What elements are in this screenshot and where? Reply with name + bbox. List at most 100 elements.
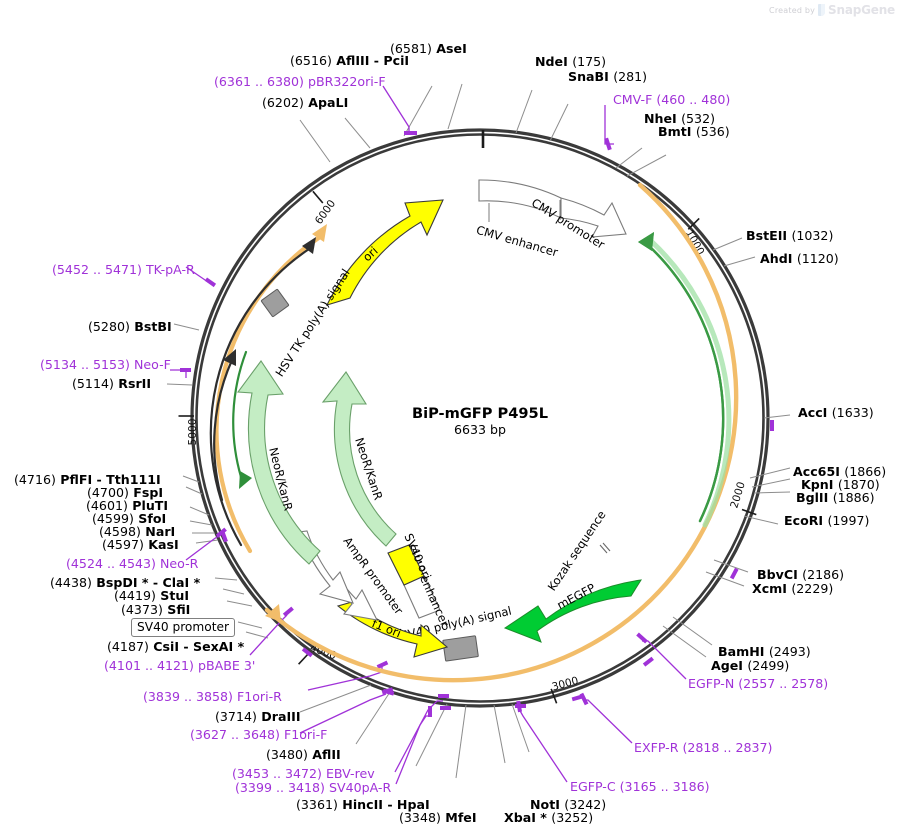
label-ageI[interactable]: AgeI (2499) bbox=[711, 659, 789, 673]
feature-hsv-tk-polya[interactable]: HSV TK poly(A) signal bbox=[260, 266, 353, 379]
label-kpnI[interactable]: KpnI (1870) bbox=[801, 478, 880, 492]
label-ecoRI[interactable]: EcoRI (1997) bbox=[784, 514, 869, 528]
label-accI[interactable]: AccI (1633) bbox=[798, 406, 874, 420]
label-kasI[interactable]: (4597) KasI bbox=[102, 538, 179, 552]
label-apaLI[interactable]: (6202) ApaLI bbox=[262, 96, 348, 110]
label-pos: (2229) bbox=[791, 581, 834, 596]
label-narI[interactable]: (4598) NarI bbox=[99, 525, 175, 539]
label-name: AhdI bbox=[760, 251, 793, 266]
label-pos: (6202) bbox=[262, 95, 304, 110]
snapgene-watermark: Created by SnapGene bbox=[769, 3, 895, 17]
label-egfp-c[interactable]: EGFP-C (3165 .. 3186) bbox=[570, 780, 710, 794]
label-pflFI-tth111I[interactable]: (4716) PflFI - Tth111I bbox=[14, 473, 161, 487]
label-bmtI[interactable]: BmtI (536) bbox=[658, 125, 730, 139]
label-name: BbvCI bbox=[757, 567, 798, 582]
label-pos: (3399 .. 3418) bbox=[235, 780, 325, 795]
feature-label-kozak: Kozak sequence bbox=[545, 508, 609, 593]
label-bglII[interactable]: BglII (1886) bbox=[796, 491, 875, 505]
label-name: HincII - HpaI bbox=[342, 797, 430, 812]
label-pos: (3361) bbox=[296, 797, 338, 812]
label-name: CsiI - SexAI * bbox=[153, 639, 245, 654]
label-snaBI[interactable]: SnaBI (281) bbox=[568, 70, 647, 84]
label-name: F1ori-F bbox=[283, 727, 328, 742]
label-aseI[interactable]: (6581) AseI bbox=[390, 42, 467, 56]
label-name: RsrII bbox=[118, 376, 152, 391]
label-ndeI[interactable]: NdeI (175) bbox=[535, 55, 606, 69]
label-name: EGFP-C bbox=[570, 779, 616, 794]
label-pos: (3839 .. 3858) bbox=[143, 689, 233, 704]
label-name: AflIII - PciI bbox=[336, 53, 410, 68]
label-stuI[interactable]: (4419) StuI bbox=[114, 589, 189, 603]
label-hincII-hpaI[interactable]: (3361) HincII - HpaI bbox=[296, 798, 430, 812]
label-rsrII[interactable]: (5114) RsrII bbox=[72, 377, 151, 391]
label-pos: (4524 .. 4543) bbox=[66, 556, 156, 571]
label-draIII[interactable]: (3714) DraIII bbox=[215, 710, 301, 724]
label-sv40-promoter-box[interactable]: SV40 promoter bbox=[131, 618, 236, 637]
label-aflII[interactable]: (3480) AflII bbox=[266, 748, 341, 762]
label-acc65I[interactable]: Acc65I (1866) bbox=[793, 465, 886, 479]
label-pos: (1870) bbox=[837, 477, 880, 492]
label-ahdI[interactable]: AhdI (1120) bbox=[760, 252, 839, 266]
label-cmv-f[interactable]: CMV-F (460 .. 480) bbox=[613, 93, 730, 107]
label-name: MfeI bbox=[445, 810, 477, 825]
label-bbvCI[interactable]: BbvCI (2186) bbox=[757, 568, 844, 582]
label-pos: (3252) bbox=[551, 810, 594, 825]
label-name: AccI bbox=[798, 405, 828, 420]
label-bstEII[interactable]: BstEII (1032) bbox=[746, 229, 833, 243]
label-exfp-r[interactable]: EXFP-R (2818 .. 2837) bbox=[634, 741, 772, 755]
label-pos: (3480) bbox=[266, 747, 308, 762]
label-pos: (2557 .. 2578) bbox=[738, 676, 829, 691]
label-neo-r[interactable]: (4524 .. 4543) Neo-R bbox=[66, 557, 198, 571]
label-bamHI[interactable]: BamHI (2493) bbox=[718, 645, 811, 659]
label-mfeI[interactable]: (3348) MfeI bbox=[399, 811, 477, 825]
label-name: TK-pA-R bbox=[145, 262, 195, 277]
label-tk-pa-r[interactable]: (5452 .. 5471) TK-pA-R bbox=[52, 263, 195, 277]
label-name: BstEII bbox=[746, 228, 788, 243]
feature-neor-kanr-inner[interactable]: NeoR/KanR bbox=[321, 371, 397, 547]
label-name: SV40pA-R bbox=[328, 780, 392, 795]
label-pos: (3242) bbox=[564, 797, 607, 812]
label-neo-f[interactable]: (5134 .. 5153) Neo-F bbox=[40, 358, 171, 372]
label-ebv-rev[interactable]: (3453 .. 3472) EBV-rev bbox=[232, 767, 375, 781]
feature-kozak-sequence[interactable]: Kozak sequence bbox=[545, 508, 611, 593]
label-sfoI[interactable]: (4599) SfoI bbox=[92, 512, 166, 526]
label-pluTI[interactable]: (4601) PluTI bbox=[86, 499, 168, 513]
feature-ori[interactable]: ori bbox=[325, 199, 444, 306]
label-sv40pa-r[interactable]: (3399 .. 3418) SV40pA-R bbox=[235, 781, 391, 795]
label-nheI[interactable]: NheI (532) bbox=[644, 112, 715, 126]
label-bspDI-claI[interactable]: (4438) BspDI * - ClaI * bbox=[50, 576, 200, 590]
label-xcmI[interactable]: XcmI (2229) bbox=[752, 582, 833, 596]
feature-megfp[interactable]: mEGFP bbox=[503, 579, 642, 643]
label-pbabe-3[interactable]: (4101 .. 4121) pBABE 3' bbox=[104, 659, 255, 673]
feature-ampr-promoter[interactable]: AmpR promoter bbox=[298, 530, 406, 621]
label-pos: (2818 .. 2837) bbox=[682, 740, 773, 755]
label-pos: (4599) bbox=[92, 511, 134, 526]
label-bstBI[interactable]: (5280) BstBI bbox=[88, 320, 172, 334]
orf-outline-arcs bbox=[264, 182, 739, 683]
label-pos: (3627 .. 3648) bbox=[190, 727, 280, 742]
tick-label-5000: 5000 bbox=[187, 418, 199, 445]
label-name: NdeI bbox=[535, 54, 568, 69]
feature-sv40-ori[interactable]: SV40 ori bbox=[387, 531, 434, 586]
label-egfp-n[interactable]: EGFP-N (2557 .. 2578) bbox=[688, 677, 828, 691]
label-csiI-sexAI[interactable]: (4187) CsiI - SexAI * bbox=[107, 640, 244, 654]
label-pos: (2186) bbox=[802, 567, 845, 582]
tick-label-6000: 6000 bbox=[313, 198, 338, 227]
label-aflIII-pciI[interactable]: (6516) AflIII - PciI bbox=[290, 54, 409, 68]
feature-cmv-enhancer[interactable]: CMV enhancer bbox=[475, 179, 562, 260]
label-fspI[interactable]: (4700) FspI bbox=[87, 486, 163, 500]
label-pos: (536) bbox=[695, 124, 730, 139]
label-pos: (460 .. 480) bbox=[656, 92, 731, 107]
label-name: StuI bbox=[160, 588, 190, 603]
label-name: pBR322ori-F bbox=[307, 74, 386, 89]
label-sfiI[interactable]: (4373) SfiI bbox=[121, 603, 190, 617]
label-pos: (1886) bbox=[832, 490, 875, 505]
label-pbr322ori-f[interactable]: (6361 .. 6380) pBR322ori-F bbox=[214, 75, 386, 89]
label-f1ori-f[interactable]: (3627 .. 3648) F1ori-F bbox=[190, 728, 327, 742]
label-f1ori-r[interactable]: (3839 .. 3858) F1ori-R bbox=[143, 690, 282, 704]
label-name: F1ori-R bbox=[236, 689, 282, 704]
label-xbaI[interactable]: XbaI * (3252) bbox=[504, 811, 593, 825]
label-notI[interactable]: NotI (3242) bbox=[530, 798, 606, 812]
